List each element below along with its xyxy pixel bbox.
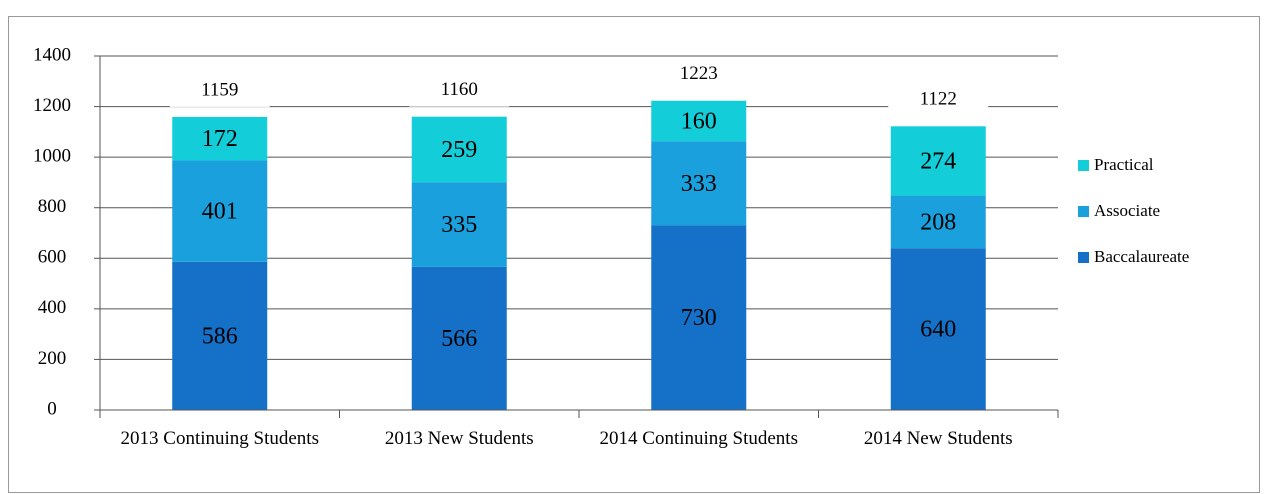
- data-label: 640: [920, 317, 956, 343]
- data-label: 335: [441, 212, 477, 238]
- x-tick-label: 2013 Continuing Students: [120, 428, 319, 449]
- y-tick-label: 1200: [33, 95, 71, 116]
- legend-swatch: [1078, 252, 1089, 263]
- data-label: 586: [202, 323, 238, 349]
- bar-segment: [411, 266, 507, 410]
- legend-label: Practical: [1094, 155, 1154, 174]
- data-label: 401: [202, 199, 238, 225]
- bar-segment: [651, 225, 747, 410]
- total-label-bg: [888, 84, 989, 117]
- total-label-bg: [169, 74, 270, 107]
- total-label: 1223: [680, 63, 718, 84]
- bar-segment: [172, 116, 268, 161]
- bar-segment: [651, 100, 747, 142]
- bar-segment: [172, 261, 268, 410]
- total-label: 1159: [201, 79, 238, 100]
- y-tick-label: 200: [38, 348, 67, 369]
- legend-swatch: [1078, 160, 1089, 171]
- data-label: 160: [681, 108, 717, 134]
- data-label: 259: [441, 137, 477, 163]
- data-label: 566: [441, 326, 477, 352]
- y-tick-label: 1000: [33, 146, 71, 167]
- total-label: 1160: [441, 79, 478, 100]
- data-label: 172: [202, 126, 238, 152]
- legend-swatch: [1078, 206, 1089, 217]
- total-label-bg: [648, 58, 749, 91]
- bar-segment: [411, 182, 507, 267]
- bar-segment: [651, 141, 747, 226]
- bar-segment: [890, 195, 986, 249]
- x-tick-label: 2013 New Students: [384, 428, 534, 449]
- y-tick-label: 400: [38, 297, 67, 318]
- y-tick-label: 0: [47, 398, 57, 419]
- total-label: 1122: [920, 89, 957, 110]
- total-label-bg: [409, 74, 510, 107]
- y-tick-label: 600: [38, 247, 67, 268]
- data-label: 333: [681, 171, 717, 197]
- legend-label: Baccalaureate: [1094, 247, 1189, 266]
- bar-segment: [172, 160, 268, 262]
- data-label: 208: [920, 209, 956, 235]
- bar-segment: [890, 126, 986, 196]
- y-tick-label: 800: [38, 196, 67, 217]
- legend-label: Associate: [1094, 201, 1160, 220]
- x-tick-label: 2014 New Students: [863, 428, 1013, 449]
- x-tick-label: 2014 Continuing Students: [599, 428, 798, 449]
- y-tick-label: 1400: [33, 44, 71, 65]
- data-label: 730: [681, 305, 717, 331]
- bar-segment: [411, 116, 507, 183]
- bar-segment: [890, 248, 986, 410]
- data-label: 274: [920, 148, 956, 174]
